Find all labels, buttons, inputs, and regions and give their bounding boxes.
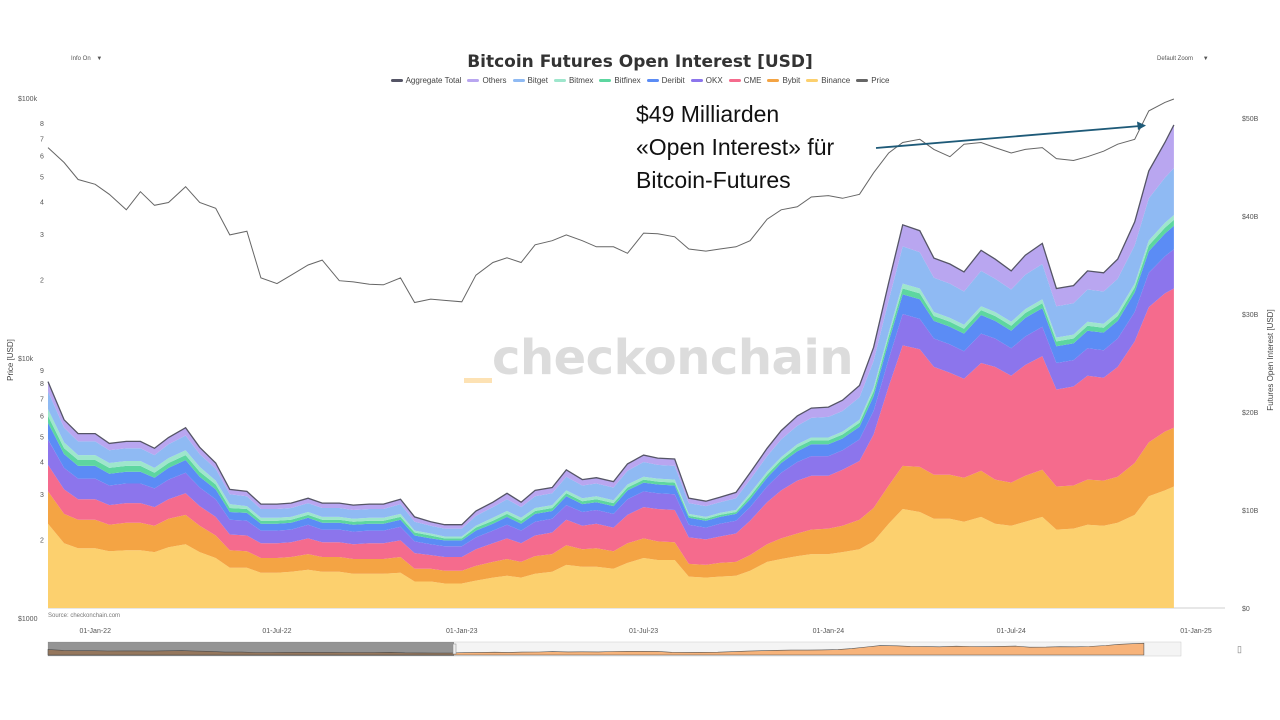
right-tick-label: $30B [1242,312,1259,319]
legend-swatch [690,79,703,83]
left-axis-title: Price [USD] [6,339,15,381]
x-tick-label: 01-Jan-23 [446,628,478,635]
legend-label: Aggregate Total [405,76,462,85]
legend-item-others[interactable]: Others [467,76,507,85]
legend-swatch [553,79,566,83]
left-tick-label: 2 [40,278,44,285]
legend-item-price[interactable]: Price [856,76,889,85]
chart-lines [47,98,1175,526]
legend-item-bitfinex[interactable]: Bitfinex [599,76,641,85]
annotation-line-3: Bitcoin-Futures [636,167,791,193]
legend-swatch [390,79,403,83]
x-tick-label: 01-Jan-25 [1180,628,1212,635]
right-tick-label: $20B [1242,410,1259,417]
source-credit: Source: checkonchain.com [48,613,121,619]
legend-swatch [512,79,525,83]
left-tick-label: 5 [40,174,44,181]
legend-swatch [767,79,780,83]
left-tick-label: 5 [40,434,44,441]
legend-label: Bitget [527,76,548,85]
legend-label: Binance [821,76,851,85]
left-tick-label: 7 [40,136,44,143]
legend-label: Others [482,76,507,85]
legend-item-bitget[interactable]: Bitget [512,76,548,85]
info-toggle[interactable]: Info On ▼ [71,56,102,62]
legend-swatch [728,79,741,83]
arrow-head [1137,121,1146,130]
left-tick-label: $1000 [18,616,38,623]
legend-swatch [646,79,659,83]
left-tick-label: $10k [18,356,34,363]
x-tick-label: 01-Jul-23 [629,628,658,635]
legend-swatch [856,79,869,83]
range-navigator[interactable] [47,641,1182,657]
watermark-bar [464,378,492,383]
left-tick-label: 3 [40,492,44,499]
legend-item-bybit[interactable]: Bybit [767,76,800,85]
navigator-handle [452,643,457,655]
legend-item-okx[interactable]: OKX [690,76,723,85]
left-tick-label: 2 [40,538,44,545]
annotation-arrow [875,121,1146,149]
legend-label: CME [743,76,762,85]
zoom-caret-icon: ▼ [1202,56,1209,62]
legend-label: Price [871,76,890,85]
annotation-line-1: $49 Milliarden [636,101,780,127]
left-tick-label: 4 [40,459,44,466]
right-tick-label: $0 [1242,606,1250,613]
legend-item-cme[interactable]: CME [728,76,762,85]
aggregate-total-line [47,124,1175,526]
left-tick-label: 4 [40,199,44,206]
area-cme [48,288,1174,571]
zoom-select[interactable]: Default Zoom ▼ [1157,56,1209,62]
zoom-select-label: Default Zoom [1157,56,1194,62]
left-tick-label: 8 [40,381,44,388]
legend-swatch [599,79,612,83]
left-tick-label: 6 [40,154,44,161]
legend-label: Bitmex [568,76,594,85]
left-tick-label: 3 [40,232,44,239]
chart-legend: Aggregate Total Others Bitget Bitmex Bitfine… [0,76,1280,85]
stacked-area-layers [48,124,1174,608]
arrow-shaft [875,125,1141,149]
legend-label: Bitfinex [614,76,641,85]
legend-label: OKX [705,76,723,85]
legend-item-bitmex[interactable]: Bitmex [553,76,594,85]
chart-axes: $100k 8 7 6 5 4 3 2 $10k 9 8 7 6 5 4 3 2 $1000 Price [USD]… [6,96,1275,635]
left-tick-label: 6 [40,414,44,421]
left-tick-label: $100k [18,96,38,103]
info-caret-icon: ▼ [96,56,103,62]
left-tick-label: 8 [40,121,44,128]
chart-title: Bitcoin Futures Open Interest [USD] [467,52,813,72]
legend-swatch [467,79,480,83]
legend-item-aggregate[interactable]: Aggregate Total [390,76,462,85]
price-line [47,98,1175,304]
info-toggle-label: Info On [71,56,91,62]
legend-swatch [806,79,819,83]
x-tick-label: 01-Jul-24 [997,628,1026,635]
area-bybit [48,427,1174,584]
legend-label: Bybit [782,76,801,85]
navigator-mask [48,642,454,656]
legend-item-deribit[interactable]: Deribit [646,76,685,85]
watermark: checkonchain [492,330,854,386]
legend-item-binance[interactable]: Binance [806,76,850,85]
right-tick-label: $50B [1242,116,1259,123]
left-tick-label: 9 [40,368,44,375]
annotation-text: $49 Milliarden «Open Interest» für Bitco… [636,98,834,197]
x-tick-label: 01-Jan-24 [813,628,845,635]
right-axis-title: Futures Open Interest [USD] [1266,309,1275,410]
x-tick-label: 01-Jan-22 [79,628,111,635]
navigator-handle-icon[interactable]: ▯ [1237,644,1242,654]
annotation-line-2: «Open Interest» für [636,134,835,160]
right-tick-label: $40B [1242,214,1259,221]
area-binance [48,486,1174,608]
right-tick-label: $10B [1242,508,1259,515]
legend-label: Deribit [661,76,685,85]
left-tick-label: 7 [40,396,44,403]
x-tick-label: 01-Jul-22 [262,628,291,635]
